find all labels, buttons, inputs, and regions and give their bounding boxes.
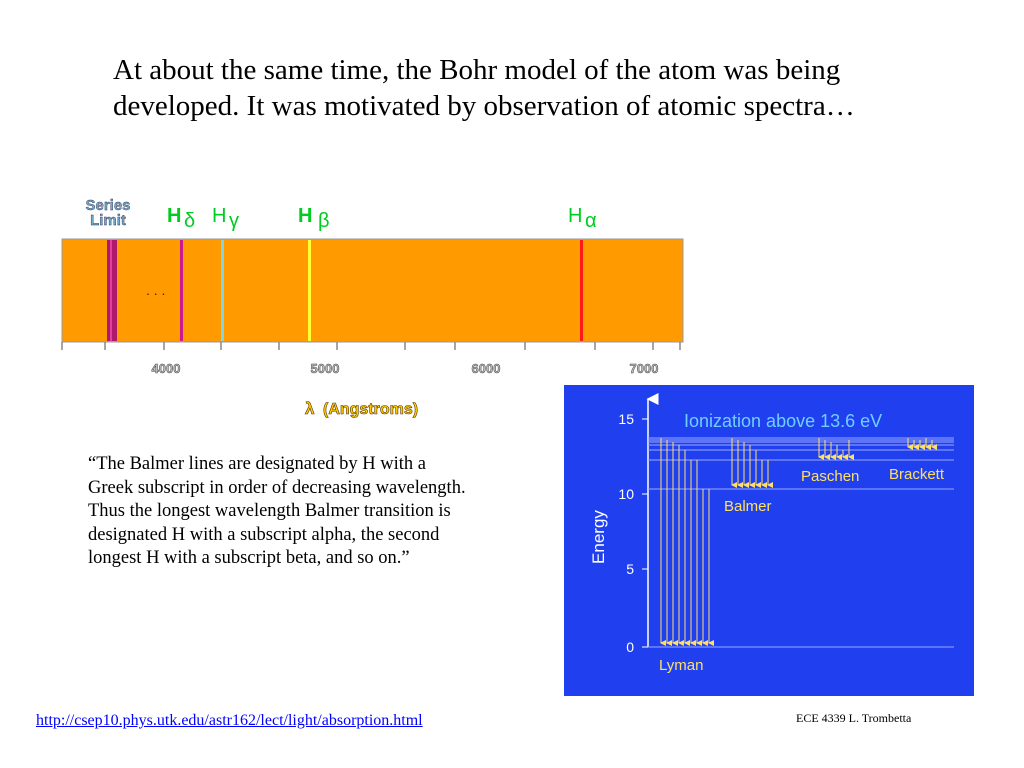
line-label-h-gamma: H γ xyxy=(212,205,239,232)
paschen-arrows xyxy=(818,438,854,460)
y-tick-0: 0 xyxy=(626,639,634,655)
h-beta-letter: H xyxy=(298,205,312,227)
lyman-arrows xyxy=(660,438,714,646)
balmer-quote: “The Balmer lines are designated by H wi… xyxy=(88,454,466,568)
h-beta-subscript: β xyxy=(318,210,330,232)
line-label-h-delta: H δ xyxy=(167,205,195,232)
h-alpha-line xyxy=(580,240,583,341)
tick-label-4000: 4000 xyxy=(152,361,181,376)
source-url-link[interactable]: http://csep10.phys.utk.edu/astr162/lect/… xyxy=(36,712,423,729)
h-gamma-letter: H xyxy=(212,205,226,227)
tick-marks xyxy=(61,342,681,350)
ionization-title: Ionization above 13.6 eV xyxy=(684,411,882,431)
line-label-h-beta: H β xyxy=(298,205,330,232)
balmer-arrows xyxy=(731,438,773,488)
balmer-spectrum-figure: Series Limit H δ H γ H β H α . . . 4000 … xyxy=(61,197,684,418)
energy-levels xyxy=(648,437,954,648)
h-gamma-line xyxy=(221,240,224,341)
brackett-label: Brackett xyxy=(889,466,945,483)
tick-label-6000: 6000 xyxy=(472,361,501,376)
slide-heading: At about the same time, the Bohr model o… xyxy=(113,54,855,122)
line-label-h-alpha: H α xyxy=(568,205,597,232)
y-tick-5: 5 xyxy=(626,561,634,577)
course-credit: ECE 4339 L. Trombetta xyxy=(796,711,912,725)
h-alpha-subscript: α xyxy=(585,210,597,232)
lyman-label: Lyman xyxy=(659,657,703,674)
axis-unit-label: (Angstroms) xyxy=(323,401,418,418)
paschen-label: Paschen xyxy=(801,468,859,485)
ellipsis-label: . . . xyxy=(146,282,165,298)
series-limit-label: Series Limit xyxy=(85,197,130,229)
tick-label-5000: 5000 xyxy=(311,361,340,376)
y-tick-marks xyxy=(642,418,648,648)
series-limit-band-highlight xyxy=(110,240,112,341)
y-tick-15: 15 xyxy=(618,411,634,427)
h-delta-letter: H xyxy=(167,205,181,227)
balmer-label: Balmer xyxy=(724,498,772,515)
h-delta-subscript: δ xyxy=(184,210,195,232)
brackett-arrows xyxy=(907,438,937,450)
h-delta-line xyxy=(180,240,183,341)
h-gamma-subscript: γ xyxy=(229,210,239,232)
h-alpha-letter: H xyxy=(568,205,582,227)
spectrum-band xyxy=(61,238,684,343)
series-limit-line1: Series xyxy=(85,197,130,214)
y-tick-10: 10 xyxy=(618,486,634,502)
tick-label-7000: 7000 xyxy=(630,361,659,376)
axis-lambda-symbol: λ xyxy=(305,399,315,418)
h-beta-line xyxy=(308,240,311,341)
energy-axis-label: Energy xyxy=(589,510,608,564)
diagram-background xyxy=(564,385,974,696)
series-limit-line2: Limit xyxy=(90,212,126,229)
hydrogen-energy-diagram: 15 10 5 0 Energy Ionization above 13.6 e… xyxy=(564,385,974,696)
